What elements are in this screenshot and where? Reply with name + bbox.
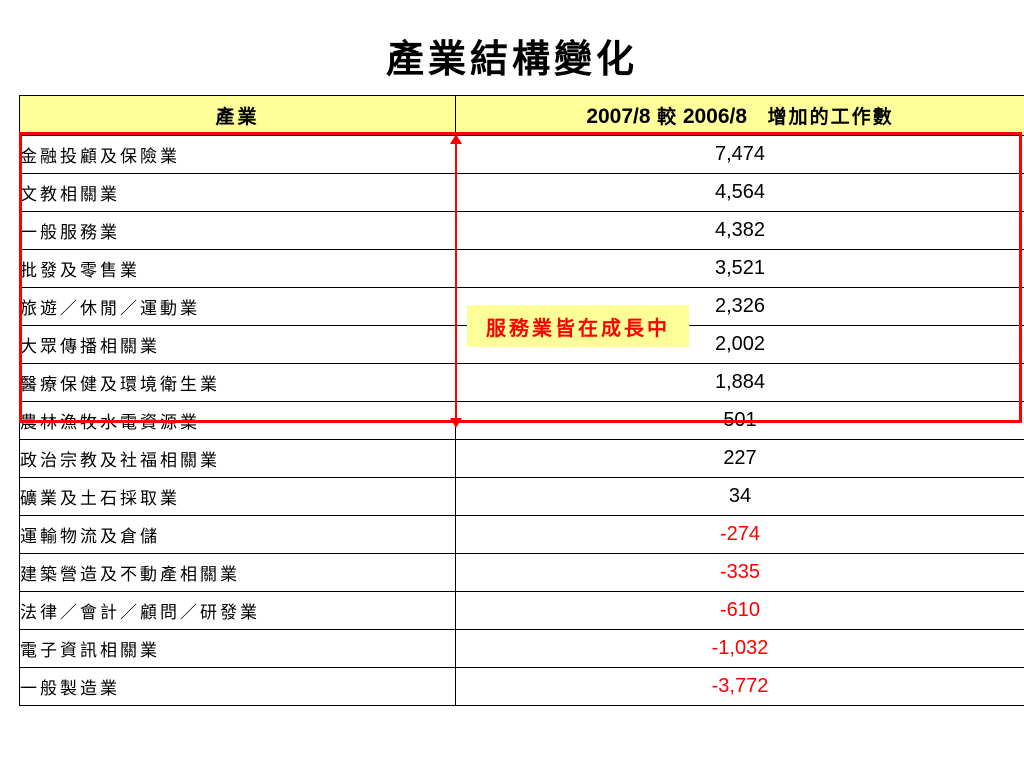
table-row: 政治宗教及社福相關業 227 — [19, 439, 1024, 478]
header-vs: 較 — [657, 106, 677, 128]
arrow-down-icon — [450, 418, 462, 428]
industry-cell: 政治宗教及社福相關業 — [19, 439, 456, 478]
industry-cell: 文教相關業 — [19, 173, 456, 212]
value-cell: 7,474 — [455, 135, 1024, 174]
header-industry-label: 產業 — [215, 106, 260, 128]
table-row: 文教相關業 4,564 — [19, 173, 1024, 212]
value-cell-negative: -274 — [455, 515, 1024, 554]
value-cell: 501 — [455, 401, 1024, 440]
table-row: 金融投顧及保險業 7,474 — [19, 135, 1024, 174]
industry-cell: 礦業及土石採取業 — [19, 477, 456, 516]
industry-cell: 金融投顧及保險業 — [19, 135, 456, 174]
header-change: 2007/8 較 2006/8 增加的工作數 — [455, 95, 1024, 136]
table-row: 運輸物流及倉儲 -274 — [19, 515, 1024, 554]
industry-cell: 電子資訊相關業 — [19, 629, 456, 668]
industry-cell: 運輸物流及倉儲 — [19, 515, 456, 554]
table-row: 建築營造及不動產相關業 -335 — [19, 553, 1024, 592]
industry-cell: 一般服務業 — [19, 211, 456, 250]
value-cell-negative: -3,772 — [455, 667, 1024, 706]
industry-cell: 一般製造業 — [19, 667, 456, 706]
value-cell: 4,564 — [455, 173, 1024, 212]
value-cell: 1,884 — [455, 363, 1024, 402]
page-title: 產業結構變化 — [385, 36, 638, 81]
industry-cell: 法律／會計／顧問／研發業 — [19, 591, 456, 630]
header-period-b: 2006/8 — [682, 105, 748, 128]
header-industry: 產業 — [19, 95, 456, 136]
industry-cell: 醫療保健及環境衛生業 — [19, 363, 456, 402]
header-suffix: 增加的工作數 — [767, 106, 894, 128]
value-cell: 3,521 — [455, 249, 1024, 288]
value-cell-negative: -610 — [455, 591, 1024, 630]
table-row: 礦業及土石採取業 34 — [19, 477, 1024, 516]
callout-label: 服務業皆在成長中 — [467, 305, 689, 347]
table-row: 農林漁牧水電資源業 501 — [19, 401, 1024, 440]
value-cell-negative: -1,032 — [455, 629, 1024, 668]
value-cell: 4,382 — [455, 211, 1024, 250]
table-row: 批發及零售業 3,521 — [19, 249, 1024, 288]
table-row: 一般製造業 -3,772 — [19, 667, 1024, 706]
industry-cell: 批發及零售業 — [19, 249, 456, 288]
industry-jobs-table: 產業 2007/8 較 2006/8 增加的工作數 金融投顧及保險業 7,474… — [19, 95, 1024, 706]
header-period-a: 2007/8 — [586, 105, 651, 128]
arrow-up-icon — [450, 134, 462, 144]
table-row: 電子資訊相關業 -1,032 — [19, 629, 1024, 668]
industry-cell: 農林漁牧水電資源業 — [19, 401, 456, 440]
value-cell: 34 — [455, 477, 1024, 516]
table-row: 法律／會計／顧問／研發業 -610 — [19, 591, 1024, 630]
table-row: 一般服務業 4,382 — [19, 211, 1024, 250]
industry-cell: 大眾傳播相關業 — [19, 325, 456, 364]
table-header-row: 產業 2007/8 較 2006/8 增加的工作數 — [19, 95, 1024, 136]
table-row: 旅遊／休閒／運動業 2,326 — [19, 287, 1024, 326]
table-row: 醫療保健及環境衛生業 1,884 — [19, 363, 1024, 402]
industry-cell: 建築營造及不動產相關業 — [19, 553, 456, 592]
value-cell-negative: -335 — [455, 553, 1024, 592]
value-cell: 227 — [455, 439, 1024, 478]
industry-cell: 旅遊／休閒／運動業 — [19, 287, 456, 326]
